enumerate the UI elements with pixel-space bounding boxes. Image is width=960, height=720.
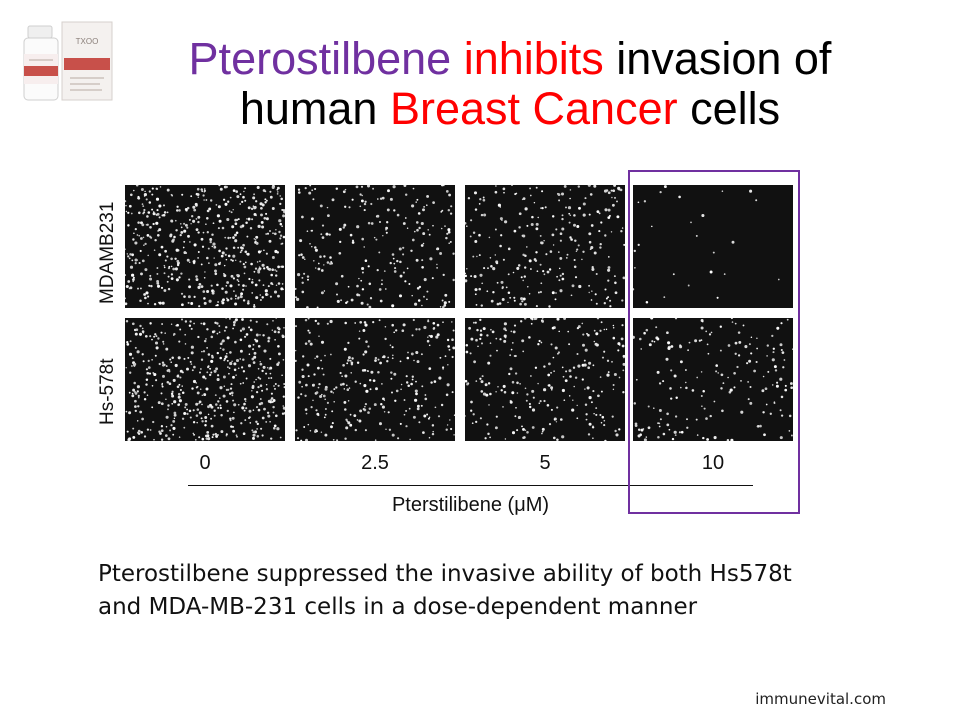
caption: Pterostilbene suppressed the invasive ab…	[98, 558, 918, 624]
title-text-3: cells	[677, 83, 781, 134]
highlight-box-highest-dose	[628, 170, 800, 514]
dose-axis-title: Pterstilibene (μM)	[391, 494, 550, 516]
micrograph-hs578t-dose-2.5	[295, 318, 455, 441]
slide-title: Pterostilbene inhibits invasion of human…	[120, 34, 900, 134]
dose-label-2.5: 2.5	[361, 452, 389, 474]
title-compound: Pterostilbene	[188, 33, 452, 84]
supplement-bottle-icon	[23, 25, 59, 101]
micrograph-mdamb231-dose-5	[465, 185, 625, 308]
supplement-box-icon: TXOO	[61, 21, 113, 101]
row-label-mdamb231: MDAMB231	[97, 201, 118, 304]
micrograph-hs578t-dose-10	[633, 318, 793, 441]
box-brand-text: TXOO	[76, 37, 99, 46]
caption-line-1: Pterostilbene suppressed the invasive ab…	[98, 561, 792, 587]
title-text-1: invasion of	[603, 33, 832, 84]
micrograph-mdamb231-dose-2.5	[295, 185, 455, 308]
title-verb: inhibits	[451, 33, 604, 84]
micrograph-mdamb231-dose-0	[125, 185, 285, 308]
row-label-hs578t: Hs-578t	[97, 358, 118, 425]
dose-label-5: 5	[539, 452, 551, 474]
footer-site: immunevital.com	[755, 690, 886, 708]
dose-label-0: 0	[199, 452, 211, 474]
micrograph-hs578t-dose-5	[465, 318, 625, 441]
title-disease: Breast Cancer	[389, 83, 678, 134]
caption-line-2: and MDA-MB-231 cells in a dose-dependent…	[98, 594, 698, 620]
micrograph-mdamb231-dose-10	[633, 185, 793, 308]
dose-axis-line	[188, 485, 753, 486]
title-text-2: human	[239, 83, 390, 134]
micrograph-hs578t-dose-0	[125, 318, 285, 441]
product-image: TXOO	[23, 21, 113, 101]
invasion-assay-figure: MDAMB231 Hs-578t 0 2.5 5 10 Pterstiliben…	[95, 170, 815, 525]
dose-label-10: 10	[701, 452, 725, 474]
